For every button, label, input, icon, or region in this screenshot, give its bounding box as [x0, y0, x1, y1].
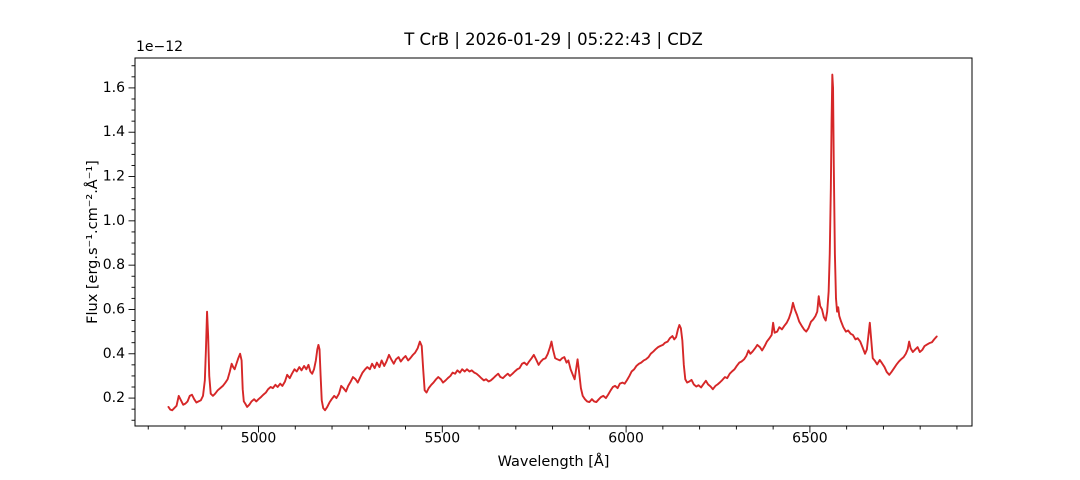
- y-tick-label: 0.2: [103, 390, 125, 406]
- y-tick-label: 0.6: [103, 301, 125, 317]
- x-tick-label: 6000: [608, 431, 644, 447]
- spectrum-line: [167, 73, 938, 412]
- axis-ticks: [128, 65, 958, 433]
- y-tick-label: 1.4: [103, 124, 125, 140]
- x-tick-label: 6500: [792, 431, 828, 447]
- axes-frame: [134, 57, 973, 427]
- y-tick-label: 0.4: [103, 346, 125, 362]
- y-tick-label: 1.2: [103, 169, 125, 185]
- x-axis-label: Wavelength [Å]: [497, 454, 610, 470]
- spectrum-line-layer: [167, 73, 938, 412]
- y-axis-label: Flux [erg.s⁻¹.cm⁻².Å⁻¹]: [85, 160, 101, 324]
- axis-tick-labels: 5000 5500 6000 6500 0.2 0.4 0.6 0.8 1.0 1.2 1.4 1.6: [103, 80, 828, 447]
- x-tick-label: 5000: [241, 431, 277, 447]
- y-tick-label: 1.0: [103, 213, 125, 229]
- x-tick-label: 5500: [424, 431, 460, 447]
- plot-title: T CrB | 2026-01-29 | 05:22:43 | CDZ: [404, 30, 703, 49]
- y-tick-label: 0.8: [103, 257, 125, 273]
- y-axis-offset-text: 1e−12: [136, 39, 184, 55]
- y-tick-label: 1.6: [103, 80, 125, 96]
